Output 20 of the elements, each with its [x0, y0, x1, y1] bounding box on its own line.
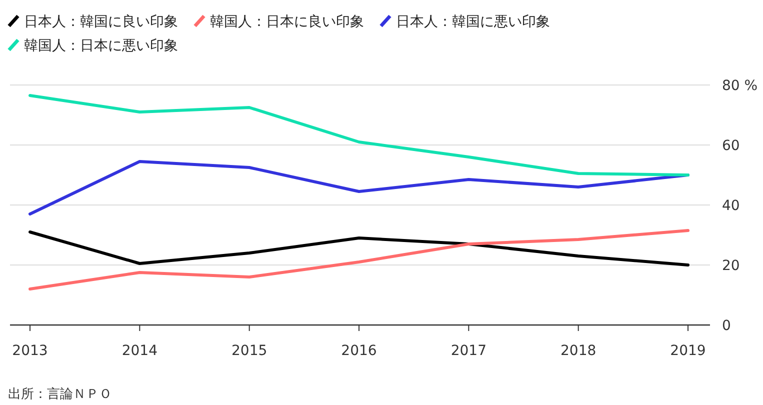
y-tick-label: 60 [722, 138, 740, 154]
line-series [28, 94, 690, 176]
x-tick-label: 2018 [560, 343, 596, 359]
legend-label: 韓国人：日本に悪い印象 [24, 38, 178, 54]
legend-label: 韓国人：日本に良い印象 [210, 14, 364, 30]
y-tick-label: 0 [722, 318, 731, 334]
y-tick-label: 80 % [722, 78, 758, 94]
x-tick-label: 2019 [670, 343, 706, 359]
y-tick-label: 20 [722, 258, 740, 274]
legend-label: 日本人：韓国に良い印象 [24, 14, 178, 30]
x-tick-label: 2014 [122, 343, 158, 359]
y-tick-label: 40 [722, 198, 740, 214]
text: 出所：言論ＮＰＯ [8, 386, 112, 402]
line-series [28, 230, 690, 266]
legend-label: 日本人：韓国に悪い印象 [396, 14, 550, 30]
x-tick-label: 2016 [341, 343, 377, 359]
line-series [28, 229, 690, 290]
x-tick-label: 2015 [232, 343, 268, 359]
x-tick-label: 2017 [450, 343, 486, 359]
x-tick-label: 2013 [12, 343, 48, 359]
